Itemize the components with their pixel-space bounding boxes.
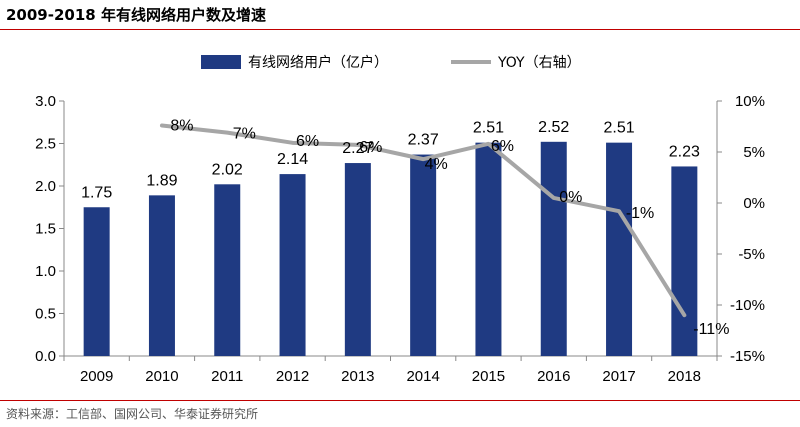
y-right-tick-label: -10% [730, 297, 765, 314]
yoy-value-label: -1% [626, 205, 654, 222]
bar-value-label: 1.89 [146, 172, 177, 189]
yoy-value-label: 0% [559, 189, 582, 206]
legend-label-line: YOY（右轴） [497, 55, 581, 71]
yoy-value-label: 7% [233, 126, 256, 143]
footer-divider [0, 400, 800, 401]
yoy-value-label: 4% [425, 156, 448, 173]
bar-value-label: 2.23 [669, 143, 700, 160]
source-note: 资料来源：工信部、国网公司、华泰证券研究所 [6, 407, 259, 421]
y-left-tick-label: 0.5 [35, 306, 56, 323]
data-labels: 1.75 1.89 2.02 2.14 2.27 2.37 2.51 2.52 2.51 2.23… [81, 117, 729, 338]
yoy-line [159, 123, 687, 318]
chart-title: 2009-2018 年有线网络用户数及增速 [6, 6, 266, 24]
y-right-tick-label: 10% [735, 93, 765, 110]
y-left-tick-label: 2.5 [35, 136, 56, 153]
bar [83, 207, 110, 356]
bar [279, 174, 306, 356]
yoy-value-label: -11% [693, 321, 729, 338]
bar-value-label: 2.27 [342, 140, 373, 157]
y-right-tick-label: 5% [743, 144, 765, 161]
x-tick-label: 2011 [211, 368, 243, 385]
bar-value-label: 1.75 [81, 184, 112, 201]
yoy-value-label: 6% [359, 139, 382, 156]
bar-value-label: 2.14 [277, 151, 308, 168]
bar-value-label: 2.52 [538, 119, 569, 136]
bar-value-label: 2.51 [473, 120, 504, 137]
y-left-tick-label: 3.0 [35, 93, 56, 110]
y-right-tick-label: -15% [730, 348, 765, 365]
bar [410, 154, 437, 356]
title-divider [0, 29, 800, 30]
bar [671, 166, 698, 356]
x-tick-label: 2014 [406, 368, 439, 385]
bar [540, 141, 567, 356]
bar [475, 142, 502, 356]
x-tick-label: 2016 [537, 368, 570, 385]
line-series [159, 123, 687, 318]
x-tick-label: 2010 [145, 368, 178, 385]
y-left-tick-label: 1.5 [35, 221, 56, 238]
yoy-value-label: 6% [491, 138, 514, 155]
y-right-tick-label: -5% [738, 246, 765, 263]
legend: 有线网络用户（亿户） YOY（右轴） [201, 54, 581, 71]
x-tick-label: 2013 [341, 368, 374, 385]
bar [214, 184, 241, 356]
bar [606, 142, 633, 356]
legend-swatch-bar [201, 55, 241, 69]
bar [344, 163, 371, 356]
x-tick-label: 2015 [472, 368, 505, 385]
yoy-value-label: 8% [170, 117, 193, 134]
bar-value-label: 2.02 [212, 161, 243, 178]
bar [148, 195, 175, 356]
x-tick-label: 2009 [80, 368, 113, 385]
bar-value-label: 2.51 [603, 120, 634, 137]
y-right-tick-label: 0% [743, 195, 765, 212]
axes: 0.0 0.5 1.0 1.5 2.0 2.5 3.0 -15% -10% -5% 0% 5% 10% 2… [35, 93, 765, 385]
x-tick-label: 2018 [668, 368, 701, 385]
y-left-tick-label: 1.0 [35, 263, 56, 280]
y-left-tick-label: 0.0 [35, 348, 56, 365]
yoy-value-label: 6% [296, 133, 319, 150]
chart: 有线网络用户（亿户） YOY（右轴） 0.0 0.5 1.0 1.5 2.0 2.5 3.0 -… [35, 54, 765, 385]
legend-label-bar: 有线网络用户（亿户） [248, 54, 388, 71]
x-tick-label: 2017 [602, 368, 635, 385]
bar-value-label: 2.37 [408, 132, 439, 149]
bar-series [83, 141, 698, 356]
x-tick-label: 2012 [276, 368, 309, 385]
y-left-tick-label: 2.0 [35, 178, 56, 195]
